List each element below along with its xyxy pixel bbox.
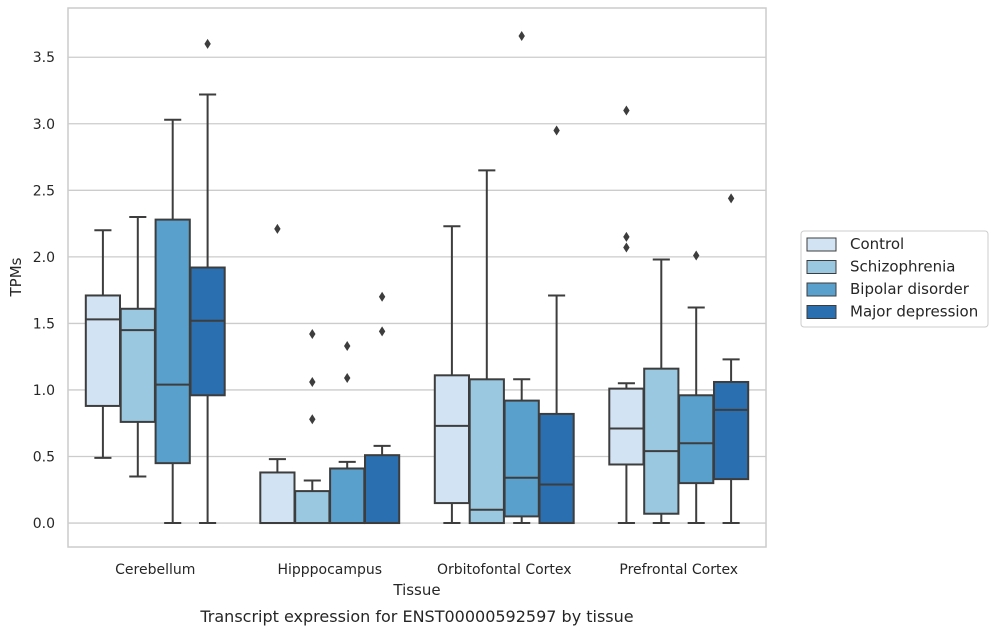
y-axis-label: TPMs [7, 257, 25, 297]
legend-frame [800, 230, 989, 328]
box-iqr [433, 374, 471, 505]
y-tick-label: 2.0 [33, 250, 55, 266]
outlier-point [727, 193, 735, 204]
outlier-point [378, 291, 386, 302]
box-iqr [608, 387, 645, 466]
box-iqr [363, 454, 401, 525]
box-3-3 [503, 30, 540, 525]
plot-area-frame [67, 7, 767, 548]
box-iqr [154, 218, 191, 465]
box-1-1 [84, 229, 122, 459]
x-tick-label: Orbitofontal Cortex [437, 562, 572, 578]
box-3-1 [433, 225, 471, 525]
x-axis-label: Tissue [392, 581, 440, 599]
box-iqr [84, 294, 122, 407]
x-tick-label: Prefrontal Cortex [619, 562, 738, 578]
box-iqr [189, 266, 226, 397]
y-tick-label: 2.5 [33, 183, 55, 199]
legend-label: Bipolar disorder [850, 280, 970, 298]
box-iqr [468, 378, 505, 525]
outlier-point [309, 329, 316, 340]
y-tick-label: 0.0 [33, 516, 55, 532]
box-iqr [119, 307, 156, 423]
box-iqr [329, 467, 366, 525]
box-4-4 [712, 193, 750, 525]
box-iqr [503, 399, 540, 518]
y-axis-ticks: 0.0 0.5 1.0 1.5 2.0 2.5 3.0 3.5 [33, 50, 55, 532]
figure-caption: Transcript expression for ENST0000059259… [199, 607, 633, 626]
outlier-point [274, 223, 281, 234]
outlier-point [309, 376, 316, 387]
box-2-1 [259, 223, 296, 525]
outlier-point [344, 341, 351, 352]
outlier-point [693, 250, 700, 261]
box-iqr [712, 380, 750, 481]
outlier-point [518, 30, 525, 41]
y-tick-label: 1.0 [33, 383, 55, 399]
box-2-2 [294, 329, 331, 525]
legend-label: Control [850, 235, 904, 253]
box-4-3 [678, 250, 715, 525]
legend-swatch [806, 237, 837, 252]
y-tick-label: 3.0 [33, 117, 55, 133]
outlier-point [623, 105, 630, 116]
outlier-point [204, 38, 211, 49]
y-tick-label: 1.5 [33, 316, 55, 332]
box-iqr [538, 412, 575, 525]
box-iqr [643, 367, 680, 515]
outlier-point [623, 231, 630, 242]
box-iqr [678, 394, 715, 485]
box-2-3 [329, 341, 366, 525]
box-3-2 [468, 169, 505, 525]
box-1-2 [119, 215, 156, 478]
box-2-4 [363, 291, 401, 525]
outlier-point [344, 372, 351, 383]
box-4-1 [608, 105, 645, 525]
legend-label: Major depression [850, 303, 978, 321]
y-tick-label: 0.5 [33, 450, 55, 466]
box-iqr [259, 471, 296, 525]
box-1-4 [189, 38, 226, 525]
legend-swatch [806, 282, 837, 297]
outlier-point [553, 125, 560, 136]
box-3-4 [538, 125, 575, 525]
legend-swatch [806, 260, 837, 274]
x-tick-label: Hipppocampus [277, 562, 382, 578]
legend: Control Schizophrenia Bipolar disorder Majo… [800, 230, 989, 328]
x-tick-label: Cerebellum [115, 562, 195, 578]
box-iqr [294, 490, 331, 525]
outlier-point [309, 414, 316, 425]
legend-swatch [806, 305, 837, 319]
box-4-2 [643, 258, 680, 525]
box-1-3 [154, 118, 191, 525]
x-axis-ticks: Cerebellum Hipppocampus Orbitofontal Corte… [115, 562, 738, 578]
legend-label: Schizophrenia [850, 258, 955, 276]
y-tick-label: 3.5 [33, 50, 55, 66]
boxes [84, 30, 750, 525]
outlier-point [623, 242, 630, 253]
outlier-point [378, 326, 386, 337]
